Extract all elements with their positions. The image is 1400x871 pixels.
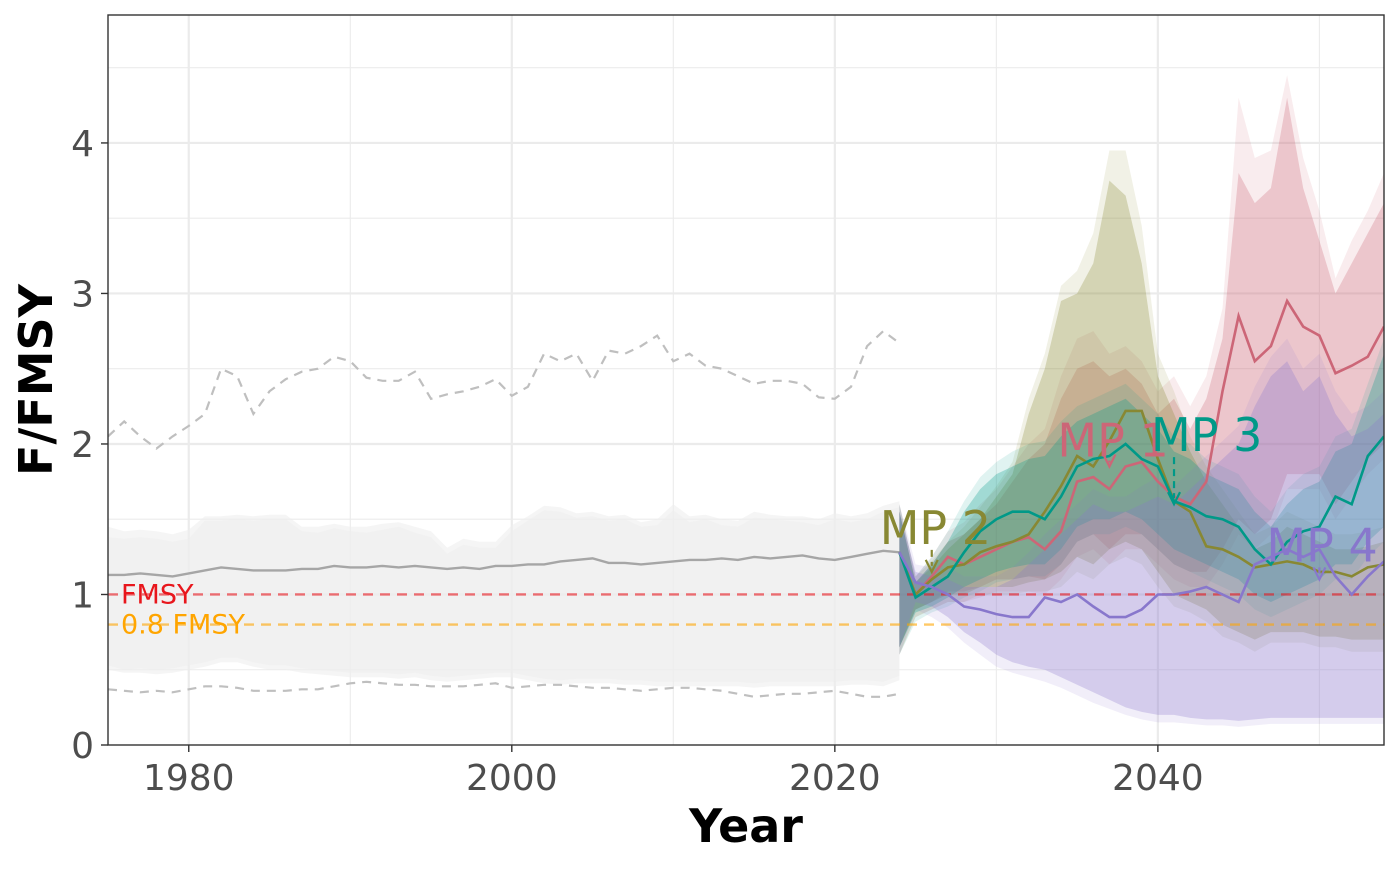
mp1-median-line <box>898 298 1384 597</box>
historical-median-line <box>108 549 900 578</box>
x-axis-title: Year <box>688 799 803 853</box>
x-tick-label: 2020 <box>789 758 881 799</box>
mp3-label: MP 3 <box>1151 408 1262 462</box>
mp1-label: MP 1 <box>1057 414 1168 468</box>
mp3-band-outer <box>899 338 1384 655</box>
mp3-median-line <box>898 435 1384 600</box>
mp1-band-inner <box>899 97 1384 648</box>
y-axis-title: F/FMSY <box>9 283 63 476</box>
mp4-label: MP 4 <box>1266 518 1377 572</box>
x-tick-label: 2040 <box>1112 758 1204 799</box>
historical-sample-high-line <box>108 329 901 450</box>
mp1-label-arrowhead <box>1102 454 1117 470</box>
series-annotations: MP 1 MP 2 MP 3 MP 4 <box>880 408 1378 582</box>
mp4-band-outer <box>899 338 1384 727</box>
mp2-band-outer <box>899 150 1384 655</box>
fmsy-reference-label: FMSY <box>121 579 194 610</box>
y-tick-label: 1 <box>71 575 94 616</box>
mp2-median-line <box>898 409 1384 597</box>
axes: 1980 2000 2020 2040 0 1 2 3 4 <box>71 124 1204 799</box>
historical-sample-low-line <box>108 680 900 698</box>
mp4-median-line <box>898 547 1384 619</box>
0-8-fmsy-reference-label: 0.8 FMSY <box>121 610 245 641</box>
x-tick-label: 2000 <box>466 758 558 799</box>
projection-lines <box>898 298 1384 619</box>
mp4-label-arrowhead <box>1312 566 1327 582</box>
mp2-label: MP 2 <box>880 501 991 555</box>
mp3-label-arrowhead <box>1167 491 1182 507</box>
mp2-label-arrowhead <box>924 559 939 575</box>
x-tick-label: 1980 <box>143 758 235 799</box>
mp3-band-inner <box>899 353 1384 648</box>
plot-border <box>107 14 1385 746</box>
mp1-band-outer <box>899 75 1384 655</box>
y-tick-label: 3 <box>71 274 94 315</box>
mp4-band-inner <box>899 361 1384 721</box>
y-tick-label: 2 <box>71 425 94 466</box>
y-tick-label: 4 <box>71 124 94 165</box>
y-tick-label: 0 <box>71 726 94 767</box>
